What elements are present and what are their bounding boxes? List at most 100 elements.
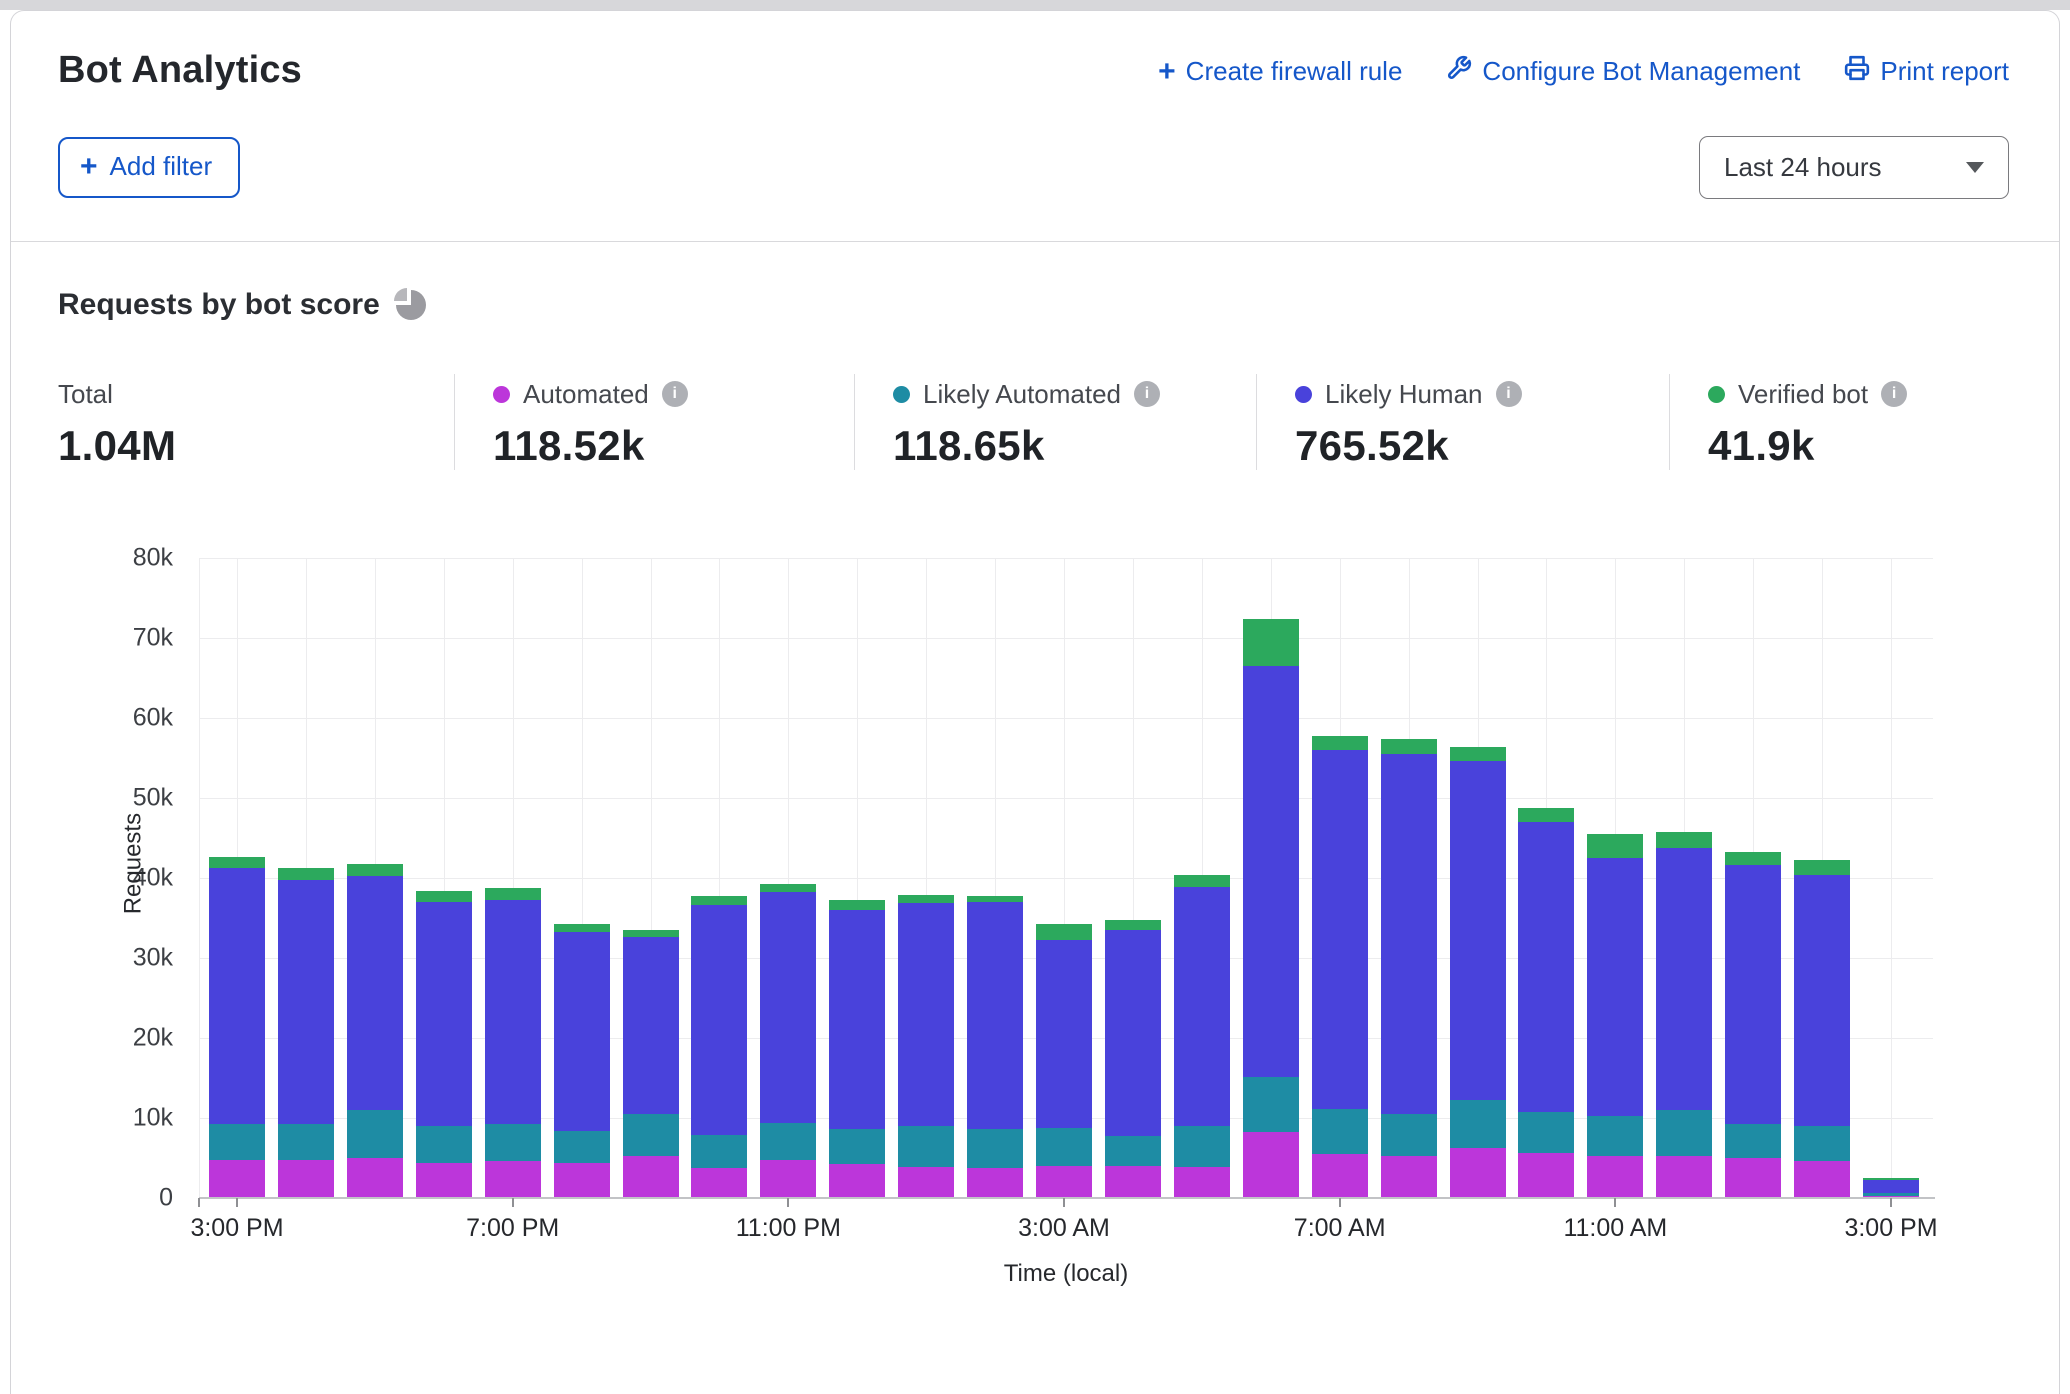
bar-segment-automated: [1243, 1132, 1299, 1198]
add-filter-button[interactable]: + Add filter: [58, 137, 240, 198]
bar-segment-likely-automated: [760, 1123, 816, 1161]
info-icon[interactable]: i: [1881, 381, 1907, 407]
bar-segment-automated: [1794, 1161, 1850, 1198]
bar-7-00-am[interactable]: [1312, 736, 1368, 1198]
bar-2-00-pm[interactable]: [1794, 860, 1850, 1198]
bar-9-00-pm[interactable]: [623, 930, 679, 1198]
bar-segment-likely-human: [623, 937, 679, 1114]
bar-segment-automated: [1518, 1153, 1574, 1198]
bar-segment-automated: [485, 1161, 541, 1198]
info-icon[interactable]: i: [1134, 381, 1160, 407]
bar-4-00-pm[interactable]: [278, 868, 334, 1198]
card-header: Bot Analytics + Create firewall rule Con…: [11, 11, 2059, 92]
bar-11-00-pm[interactable]: [760, 884, 816, 1198]
bar-segment-likely-automated: [1381, 1114, 1437, 1156]
bar-4-00-am[interactable]: [1105, 920, 1161, 1198]
bar-6-00-am[interactable]: [1243, 619, 1299, 1198]
likely-automated-legend-dot: [893, 386, 910, 403]
bar-segment-likely-automated: [485, 1124, 541, 1162]
bar-segment-automated: [347, 1158, 403, 1198]
bar-segment-verified-bot: [1174, 875, 1230, 887]
bar-segment-automated: [623, 1156, 679, 1198]
stat-automated-label: Automated: [523, 379, 649, 410]
x-tick-label: 11:00 PM: [736, 1214, 841, 1243]
printer-icon: [1844, 55, 1870, 88]
chart-plot-area: 010k20k30k40k50k60k70k80k3:00 PM7:00 PM1…: [199, 558, 1933, 1198]
bar-segment-likely-human: [1243, 666, 1299, 1077]
bar-segment-automated: [691, 1168, 747, 1198]
bar-segment-automated: [209, 1160, 265, 1198]
bar-10-00-pm[interactable]: [691, 896, 747, 1198]
bar-segment-likely-automated: [967, 1129, 1023, 1167]
info-icon[interactable]: i: [662, 381, 688, 407]
info-icon[interactable]: i: [1496, 381, 1522, 407]
bar-5-00-am[interactable]: [1174, 875, 1230, 1198]
bar-12-00-pm[interactable]: [1656, 832, 1712, 1198]
x-tick-label: 11:00 AM: [1563, 1214, 1667, 1243]
x-axis-tick: [512, 1198, 514, 1207]
x-axis-tick: [1614, 1198, 1616, 1207]
bar-12-00-am[interactable]: [829, 900, 885, 1198]
bar-segment-verified-bot: [1450, 747, 1506, 761]
bar-11-00-am[interactable]: [1587, 834, 1643, 1198]
bar-3-00-pm[interactable]: [209, 857, 265, 1198]
bar-5-00-pm[interactable]: [347, 864, 403, 1198]
bar-segment-likely-automated: [623, 1114, 679, 1156]
bar-segment-likely-human: [829, 910, 885, 1129]
y-tick-label: 60k: [133, 704, 173, 733]
x-tick-label: 3:00 AM: [1018, 1214, 1110, 1243]
bar-8-00-pm[interactable]: [554, 924, 610, 1198]
time-range-select[interactable]: Last 24 hours: [1699, 136, 2009, 199]
stat-likely-automated: Likely Automated i 118.65k: [854, 374, 1256, 470]
bar-2-00-am[interactable]: [967, 896, 1023, 1198]
bar-segment-likely-automated: [1863, 1193, 1919, 1196]
bar-segment-verified-bot: [760, 884, 816, 892]
bar-segment-verified-bot: [623, 930, 679, 937]
bar-8-00-am[interactable]: [1381, 739, 1437, 1198]
bar-segment-likely-automated: [1794, 1126, 1850, 1161]
bar-10-00-am[interactable]: [1518, 808, 1574, 1198]
bar-segment-automated: [1725, 1158, 1781, 1198]
bar-segment-likely-automated: [898, 1126, 954, 1167]
print-report-link[interactable]: Print report: [1844, 55, 2009, 88]
bar-segment-likely-human: [209, 868, 265, 1124]
bar-segment-likely-automated: [1518, 1112, 1574, 1154]
bar-segment-verified-bot: [1587, 834, 1643, 858]
section-title-row: Requests by bot score: [58, 288, 2059, 322]
section-title: Requests by bot score: [58, 288, 380, 322]
bar-segment-verified-bot: [1863, 1178, 1919, 1180]
x-axis-title: Time (local): [1004, 1260, 1128, 1288]
bar-segment-likely-human: [760, 892, 816, 1122]
bar-1-00-pm[interactable]: [1725, 852, 1781, 1198]
bar-segment-likely-automated: [416, 1126, 472, 1163]
bar-segment-verified-bot: [1243, 619, 1299, 666]
pie-chart-icon: [396, 290, 426, 320]
y-tick-label: 10k: [133, 1104, 173, 1133]
bar-segment-verified-bot: [1518, 808, 1574, 822]
bar-1-00-am[interactable]: [898, 895, 954, 1198]
bar-segment-likely-human: [554, 932, 610, 1130]
bar-segment-likely-human: [1036, 940, 1092, 1127]
add-filter-label: Add filter: [110, 151, 213, 182]
gridline-horizontal: [199, 798, 1933, 799]
bar-6-00-pm[interactable]: [416, 891, 472, 1198]
bar-segment-automated: [1036, 1166, 1092, 1198]
stat-likely-human: Likely Human i 765.52k: [1256, 374, 1669, 470]
bar-segment-automated: [1174, 1167, 1230, 1198]
create-firewall-rule-link[interactable]: + Create firewall rule: [1158, 56, 1402, 87]
bar-segment-automated: [1656, 1156, 1712, 1198]
gridline-horizontal: [199, 638, 1933, 639]
bar-3-00-pm[interactable]: [1863, 1178, 1919, 1198]
x-tick-label: 7:00 PM: [466, 1214, 559, 1243]
bar-segment-likely-human: [347, 876, 403, 1110]
bar-segment-verified-bot: [898, 895, 954, 903]
bar-9-00-am[interactable]: [1450, 747, 1506, 1198]
bar-segment-likely-automated: [554, 1131, 610, 1163]
bar-7-00-pm[interactable]: [485, 888, 541, 1198]
bar-segment-automated: [1312, 1154, 1368, 1198]
bar-3-00-am[interactable]: [1036, 924, 1092, 1198]
configure-bot-management-link[interactable]: Configure Bot Management: [1446, 55, 1800, 88]
plus-icon: +: [80, 152, 98, 182]
bar-segment-likely-human: [485, 900, 541, 1124]
bar-segment-likely-automated: [1036, 1128, 1092, 1166]
